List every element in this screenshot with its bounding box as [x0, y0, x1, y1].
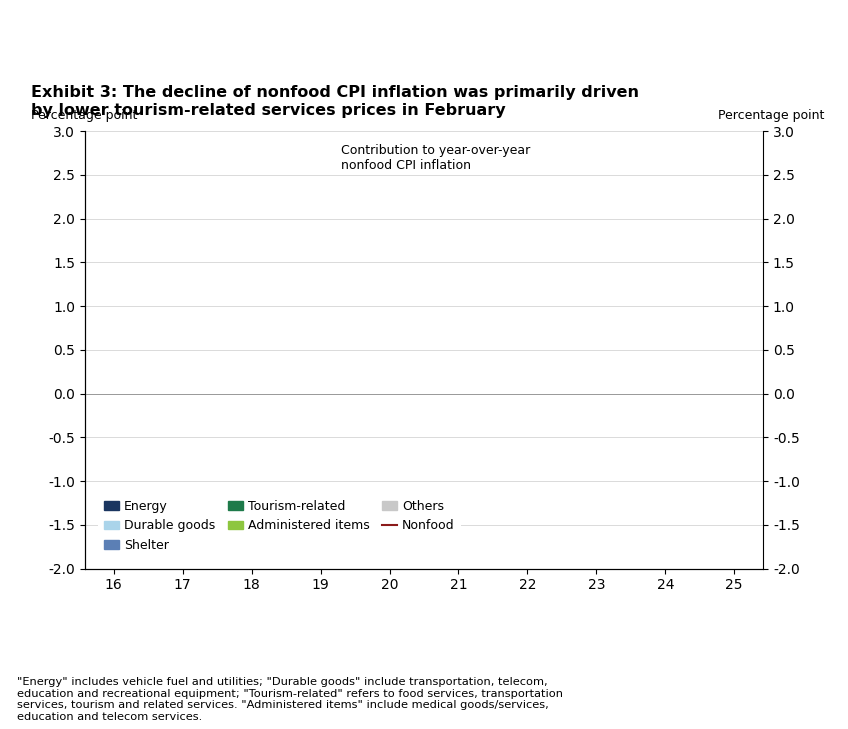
Text: Percentage point: Percentage point: [31, 109, 137, 122]
Text: "Energy" includes vehicle fuel and utilities; "Durable goods" include transporta: "Energy" includes vehicle fuel and utili…: [17, 677, 563, 722]
Legend: Energy, Durable goods, Shelter, Tourism-related, Administered items, Others, Non: Energy, Durable goods, Shelter, Tourism-…: [98, 494, 461, 558]
Text: Contribution to year-over-year
nonfood CPI inflation: Contribution to year-over-year nonfood C…: [341, 144, 531, 172]
Text: Exhibit 3: The decline of nonfood CPI inflation was primarily driven
by lower to: Exhibit 3: The decline of nonfood CPI in…: [31, 85, 639, 117]
Text: Percentage point: Percentage point: [718, 109, 824, 122]
